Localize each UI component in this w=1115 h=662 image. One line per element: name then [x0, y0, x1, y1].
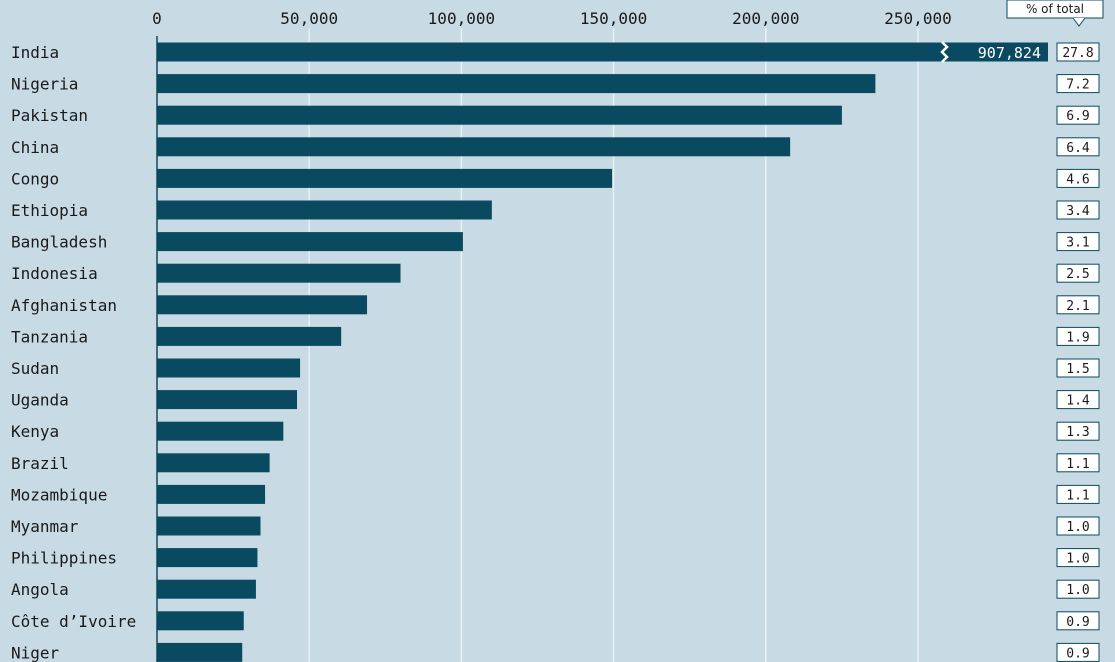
bar	[157, 326, 342, 346]
percent-box	[1056, 516, 1100, 536]
bar	[157, 358, 301, 378]
percent-label: 3.1	[1066, 236, 1089, 251]
percent-label: 1.1	[1066, 488, 1089, 503]
category-label: Mozambique	[11, 485, 107, 504]
bar	[157, 168, 613, 188]
bar	[157, 74, 876, 94]
category-label: Nigeria	[11, 75, 78, 94]
percent-box	[1056, 484, 1100, 504]
percent-label: 1.3	[1066, 425, 1089, 440]
percent-label: 1.0	[1066, 552, 1089, 567]
percent-box	[1056, 168, 1100, 188]
bar	[157, 200, 492, 220]
percent-label: 3.4	[1066, 204, 1090, 219]
category-label: Tanzania	[11, 327, 88, 346]
category-label: Congo	[11, 169, 59, 188]
category-label: China	[11, 138, 59, 157]
bar	[157, 42, 1048, 62]
percent-box	[1056, 548, 1100, 568]
bar	[157, 390, 298, 410]
x-tick-label: 100,000	[428, 9, 495, 28]
category-label: Afghanistan	[11, 296, 117, 315]
percent-label: 1.0	[1066, 583, 1089, 598]
percent-label: 6.4	[1066, 141, 1090, 156]
percent-box	[1056, 453, 1100, 473]
percent-box	[1056, 326, 1100, 346]
percent-label: 1.5	[1066, 362, 1089, 377]
category-label: Côte d’Ivoire	[11, 612, 136, 631]
percent-box	[1056, 358, 1100, 378]
percent-label: 0.9	[1066, 646, 1089, 661]
x-tick-label: 150,000	[580, 9, 647, 28]
bar	[157, 516, 261, 536]
percent-header-pointer	[1072, 17, 1086, 27]
bar	[157, 642, 243, 662]
percent-box	[1056, 263, 1100, 283]
bar	[157, 263, 401, 283]
bar-value-label: 907,824	[978, 44, 1041, 62]
category-label: Niger	[11, 643, 60, 662]
bar	[157, 421, 284, 441]
category-label: Angola	[11, 580, 69, 599]
percent-label: 1.1	[1066, 457, 1089, 472]
percent-box	[1056, 42, 1100, 62]
category-label: Sudan	[11, 359, 59, 378]
x-tick-label: 200,000	[732, 9, 799, 28]
category-label: Ethiopia	[11, 201, 88, 220]
bar	[157, 295, 368, 315]
bar	[157, 579, 256, 599]
percent-label: 2.5	[1066, 267, 1089, 282]
x-tick-label: 0	[152, 9, 162, 28]
category-label: Indonesia	[11, 264, 98, 283]
category-label: Pakistan	[11, 106, 88, 125]
percent-label: 6.9	[1066, 109, 1089, 124]
category-label: Philippines	[11, 549, 117, 568]
bar	[157, 484, 266, 504]
category-label: India	[11, 43, 59, 62]
bar	[157, 611, 244, 631]
x-tick-label: 250,000	[884, 9, 951, 28]
percent-label: 27.8	[1062, 46, 1093, 61]
bar	[157, 548, 258, 568]
category-label: Kenya	[11, 422, 59, 441]
percent-header-box	[1006, 0, 1104, 19]
percent-box	[1056, 390, 1100, 410]
percent-label: 7.2	[1066, 78, 1089, 93]
x-tick-label: 50,000	[280, 9, 338, 28]
percent-box	[1056, 137, 1100, 157]
percent-box	[1056, 105, 1100, 125]
category-label: Brazil	[11, 454, 69, 473]
percent-label: 0.9	[1066, 615, 1089, 630]
category-label: Bangladesh	[11, 233, 107, 252]
bar	[157, 137, 791, 157]
percent-box	[1056, 295, 1100, 315]
percent-box	[1056, 421, 1100, 441]
percent-label: 1.9	[1066, 330, 1089, 345]
percent-box	[1056, 200, 1100, 220]
bar	[157, 453, 270, 473]
percent-box	[1056, 74, 1100, 94]
percent-header-label: % of total	[1026, 2, 1084, 16]
percent-label: 1.4	[1066, 394, 1090, 409]
category-label: Myanmar	[11, 517, 79, 536]
bar	[157, 105, 842, 125]
percent-label: 2.1	[1066, 299, 1089, 314]
axis-break-icon	[940, 41, 949, 63]
percent-label: 4.6	[1066, 172, 1089, 187]
percent-box	[1056, 642, 1100, 662]
percent-box	[1056, 579, 1100, 599]
category-label: Uganda	[11, 391, 69, 410]
bar	[157, 232, 463, 252]
percent-box	[1056, 232, 1100, 252]
percent-label: 1.0	[1066, 520, 1089, 535]
percent-box	[1056, 611, 1100, 631]
